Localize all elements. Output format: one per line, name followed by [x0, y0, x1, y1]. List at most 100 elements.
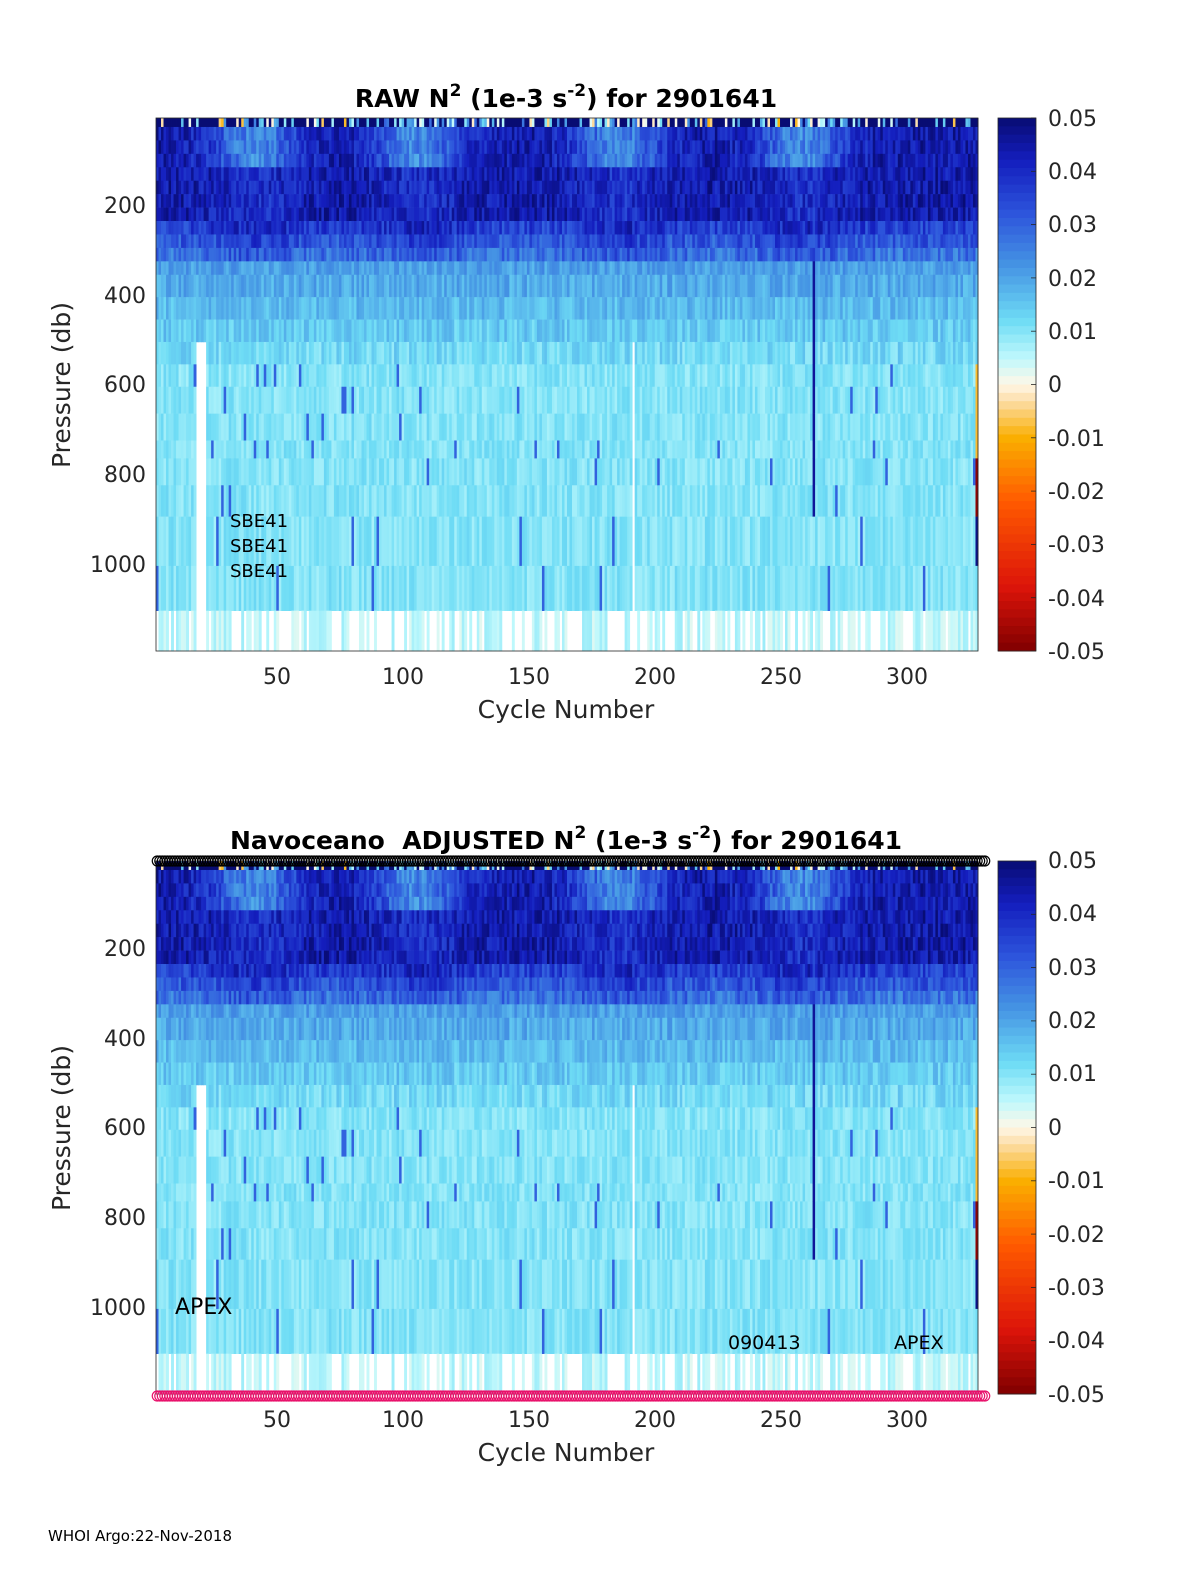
heatmap-cell	[356, 180, 360, 195]
heatmap-cell	[551, 413, 555, 441]
heatmap-cell	[283, 167, 287, 182]
heatmap-cell	[579, 234, 583, 249]
heatmap-cell	[178, 364, 182, 388]
heatmap-cell	[546, 194, 550, 208]
heatmap-cell	[612, 274, 616, 298]
heatmap-cell	[604, 440, 608, 459]
heatmap-cell	[401, 167, 405, 182]
heatmap-cell	[389, 261, 392, 276]
heatmap-cell	[662, 261, 666, 276]
heatmap-cell	[336, 274, 340, 298]
heatmap-cell	[637, 297, 641, 320]
heatmap-cell	[268, 247, 272, 262]
heatmap-cell	[577, 516, 580, 567]
heatmap-cell	[241, 153, 245, 168]
heatmap-cell	[273, 153, 277, 168]
heatmap-cell	[597, 140, 600, 155]
heatmap-cell	[574, 140, 578, 155]
heatmap-cell	[414, 413, 418, 441]
heatmap-cell	[569, 234, 573, 249]
heatmap-cell	[369, 118, 372, 128]
heatmap-cell	[364, 319, 367, 343]
heatmap-cell	[256, 386, 260, 414]
heatmap-cell	[659, 458, 663, 486]
heatmap-cell	[414, 274, 418, 298]
heatmap-cell	[639, 440, 643, 459]
heatmap-cell	[464, 440, 468, 459]
heatmap-cell	[431, 194, 435, 208]
heatmap-cell	[394, 364, 397, 388]
heatmap-cell	[521, 153, 525, 168]
heatmap-cell	[409, 364, 413, 388]
heatmap-cell	[278, 261, 282, 276]
heatmap-cell	[604, 274, 608, 298]
heatmap-cell	[343, 297, 347, 320]
heatmap-cell	[592, 297, 595, 320]
heatmap-cell	[644, 413, 648, 441]
heatmap-cell	[644, 118, 648, 128]
heatmap-cell	[341, 261, 345, 276]
heatmap-cell	[486, 341, 490, 365]
heatmap-cell	[429, 180, 433, 195]
heatmap-cell	[361, 364, 365, 388]
heatmap-cell	[664, 126, 668, 141]
heatmap-cell	[236, 274, 240, 298]
heatmap-cell	[374, 234, 377, 249]
heatmap-cell	[612, 458, 616, 486]
heatmap-cell	[594, 118, 598, 128]
heatmap-cell	[333, 118, 337, 128]
heatmap-cell	[426, 247, 430, 262]
heatmap-cell	[188, 140, 192, 155]
heatmap-cell	[248, 440, 252, 459]
heatmap-cell	[514, 458, 518, 486]
heatmap-cell	[579, 247, 583, 262]
heatmap-cell	[597, 247, 600, 262]
heatmap-cell	[356, 565, 360, 611]
heatmap-cell	[464, 386, 468, 414]
heatmap-cell	[389, 485, 392, 517]
heatmap-cell	[657, 234, 661, 249]
heatmap-cell	[246, 140, 250, 155]
heatmap-cell	[226, 319, 230, 343]
heatmap-cell	[251, 118, 255, 128]
heatmap-cell	[451, 207, 455, 222]
heatmap-cell	[446, 440, 450, 459]
heatmap-cell	[587, 297, 590, 320]
heatmap-cell	[476, 458, 480, 486]
heatmap-cell	[619, 167, 623, 182]
heatmap-cell	[526, 221, 530, 235]
heatmap-cell	[341, 153, 345, 168]
heatmap-cell	[213, 458, 217, 486]
heatmap-cell	[191, 458, 194, 486]
heatmap-cell	[301, 247, 305, 262]
heatmap-cell	[156, 247, 159, 262]
heatmap-cell	[271, 440, 275, 459]
heatmap-cell	[479, 118, 483, 128]
heatmap-cell	[213, 516, 217, 567]
heatmap-cell	[331, 207, 335, 222]
heatmap-cell	[311, 297, 315, 320]
heatmap-cell	[394, 207, 397, 222]
heatmap-cell	[459, 234, 463, 249]
heatmap-cell	[421, 126, 425, 141]
heatmap-cell	[559, 485, 563, 517]
heatmap-cell	[504, 485, 508, 517]
heatmap-cell	[196, 234, 200, 249]
heatmap-cell	[238, 485, 242, 517]
heatmap-cell	[424, 194, 428, 208]
heatmap-cell	[399, 140, 402, 155]
heatmap-cell	[306, 319, 310, 343]
heatmap-cell	[321, 413, 325, 441]
heatmap-cell	[238, 247, 242, 262]
heatmap-cell	[353, 234, 357, 249]
heatmap-cell	[203, 297, 207, 320]
heatmap-cell	[399, 118, 402, 128]
heatmap-cell	[411, 485, 415, 517]
heatmap-cell	[246, 247, 250, 262]
heatmap-cell	[479, 610, 483, 652]
heatmap-cell	[536, 221, 540, 235]
heatmap-cell	[308, 440, 312, 459]
heatmap-cell	[494, 485, 498, 517]
heatmap-cell	[396, 386, 400, 414]
heatmap-cell	[381, 167, 385, 182]
